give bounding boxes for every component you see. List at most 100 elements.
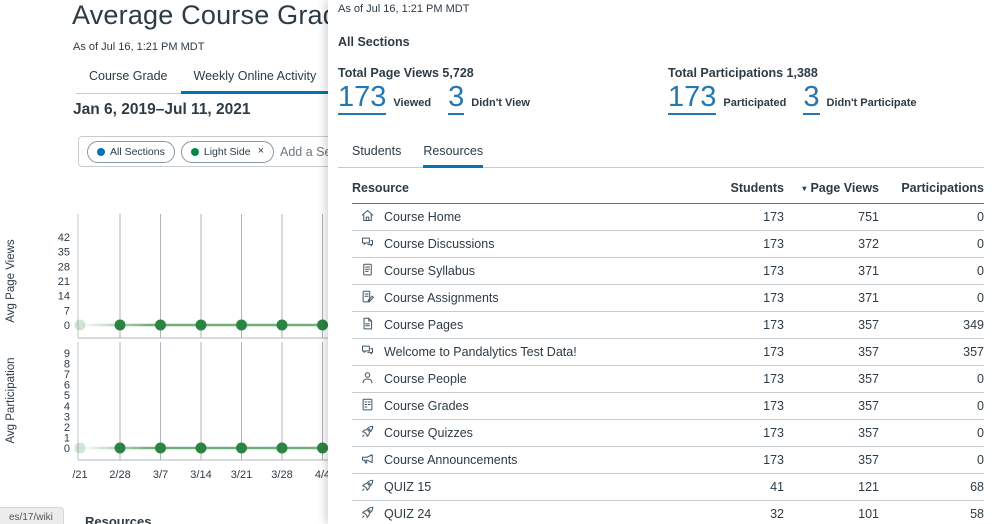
students-value: 173 <box>684 419 784 447</box>
svg-text:42: 42 <box>58 232 70 244</box>
participations-value: 0 <box>879 419 984 447</box>
page-views-value: 101 <box>784 500 879 524</box>
quiz-icon <box>360 505 375 523</box>
students-value: 173 <box>684 446 784 474</box>
svg-text:14: 14 <box>58 291 70 303</box>
resource-name[interactable]: Course People <box>384 372 467 386</box>
participations-value: 68 <box>879 473 984 501</box>
link-status-bar: es/17/wiki <box>0 507 64 524</box>
svg-text:2: 2 <box>64 422 70 434</box>
page-tab-label: Weekly Online Activity <box>193 69 317 83</box>
participated-count-link[interactable]: 173 <box>668 81 717 115</box>
viewed-count-link[interactable]: 173 <box>338 81 387 115</box>
filter-pill[interactable]: All Sections <box>87 140 175 163</box>
table-row[interactable]: QUIZ 15 41 121 68 <box>352 473 984 501</box>
resource-name[interactable]: Course Quizzes <box>384 426 473 440</box>
students-value: 173 <box>684 311 784 339</box>
resource-name[interactable]: Course Pages <box>384 318 464 332</box>
table-row[interactable]: QUIZ 24 32 101 58 <box>352 500 984 524</box>
table-row[interactable]: Course Syllabus 173 371 0 <box>352 257 984 285</box>
page-views-value: 372 <box>784 230 879 258</box>
tray-section-label: All Sections <box>338 35 410 49</box>
remove-filter-icon[interactable]: × <box>257 145 264 157</box>
svg-text:3/21: 3/21 <box>231 469 252 481</box>
resource-name[interactable]: Course Home <box>384 210 462 224</box>
resource-name[interactable]: QUIZ 15 <box>384 480 432 494</box>
didnt-view-count-link[interactable]: 3 <box>448 81 465 115</box>
syllabus-icon <box>360 262 375 280</box>
svg-text:3/14: 3/14 <box>190 469 211 481</box>
table-row[interactable]: Course Pages 173 357 349 <box>352 311 984 339</box>
page-views-value: 357 <box>784 365 879 393</box>
svg-text:7: 7 <box>64 305 70 317</box>
viewed-label: Viewed <box>393 97 432 109</box>
didnt-view-label: Didn't View <box>471 97 530 109</box>
didnt-participate-count-link[interactable]: 3 <box>803 81 820 115</box>
resources-table: Resource Students ▾ Page Views Participat… <box>352 172 984 524</box>
participations-value: 0 <box>879 230 984 258</box>
svg-text:3/7: 3/7 <box>153 469 168 481</box>
students-value: 173 <box>684 284 784 312</box>
resource-name[interactable]: Course Discussions <box>384 237 495 251</box>
quiz-icon <box>360 478 375 496</box>
column-header-page-views[interactable]: ▾ Page Views <box>784 172 879 204</box>
resources-tray: As of Jul 16, 1:21 PM MDT All Sections T… <box>328 0 999 524</box>
column-header-resource[interactable]: Resource <box>352 172 684 204</box>
participations-value: 0 <box>879 392 984 420</box>
table-row[interactable]: Course Announcements 173 357 0 <box>352 446 984 474</box>
table-row[interactable]: Course Assignments 173 371 0 <box>352 284 984 312</box>
tray-tab[interactable]: Students <box>352 140 401 168</box>
quiz-icon <box>360 424 375 442</box>
resource-name[interactable]: Course Assignments <box>384 291 499 305</box>
assignment-icon <box>360 289 375 307</box>
table-row[interactable]: Course Home 173 751 0 <box>352 203 984 231</box>
page-tab[interactable]: Course Grade <box>76 62 181 94</box>
column-header-students[interactable]: Students <box>684 172 784 204</box>
participations-value: 357 <box>879 338 984 366</box>
table-row[interactable]: Course Discussions 173 372 0 <box>352 230 984 258</box>
grades-icon <box>360 397 375 415</box>
page-views-value: 121 <box>784 473 879 501</box>
total-page-views-stat: Total Page Views 5,728 173 Viewed 3 Didn… <box>338 66 540 115</box>
discussion-icon <box>360 343 375 361</box>
tray-tab[interactable]: Resources <box>423 140 484 168</box>
svg-text:21: 21 <box>58 276 70 288</box>
resource-name[interactable]: Course Announcements <box>384 453 518 467</box>
page-tab[interactable]: Weekly Online Activity <box>180 62 330 94</box>
resource-name[interactable]: Course Syllabus <box>384 264 476 278</box>
page-title: Average Course Grade <box>72 0 354 30</box>
participations-value: 0 <box>879 365 984 393</box>
svg-text:7: 7 <box>64 369 70 381</box>
resources-section-heading: Resources <box>85 514 152 524</box>
students-value: 41 <box>684 473 784 501</box>
svg-text:/21: /21 <box>72 469 87 481</box>
svg-text:4/4: 4/4 <box>315 469 330 481</box>
svg-text:0: 0 <box>64 320 70 332</box>
tray-as-of-timestamp: As of Jul 16, 1:21 PM MDT <box>338 3 470 15</box>
resource-name[interactable]: Course Grades <box>384 399 469 413</box>
students-value: 173 <box>684 257 784 285</box>
table-row[interactable]: Welcome to Pandalytics Test Data! 173 35… <box>352 338 984 366</box>
svg-text:3/28: 3/28 <box>271 469 292 481</box>
table-row[interactable]: Course Quizzes 173 357 0 <box>352 419 984 447</box>
column-header-participations[interactable]: Participations <box>879 172 984 204</box>
section-color-dot <box>97 147 105 156</box>
table-row[interactable]: Course People 173 357 0 <box>352 365 984 393</box>
resource-name[interactable]: QUIZ 24 <box>384 507 432 521</box>
home-icon <box>360 208 375 226</box>
page-views-value: 357 <box>784 392 879 420</box>
students-value: 173 <box>684 338 784 366</box>
filter-pill[interactable]: Light Side × <box>180 140 274 163</box>
page-views-value: 357 <box>784 311 879 339</box>
resource-name[interactable]: Welcome to Pandalytics Test Data! <box>384 345 577 359</box>
participations-value: 349 <box>879 311 984 339</box>
participations-value: 0 <box>879 446 984 474</box>
tray-tab-label: Students <box>352 144 402 158</box>
table-row[interactable]: Course Grades 173 357 0 <box>352 392 984 420</box>
section-color-dot <box>190 147 199 156</box>
svg-text:3: 3 <box>64 411 70 423</box>
total-page-views-label: Total Page Views 5,728 <box>338 66 474 80</box>
announcement-icon <box>360 451 375 469</box>
tray-tabs: Students Resources <box>338 140 984 168</box>
